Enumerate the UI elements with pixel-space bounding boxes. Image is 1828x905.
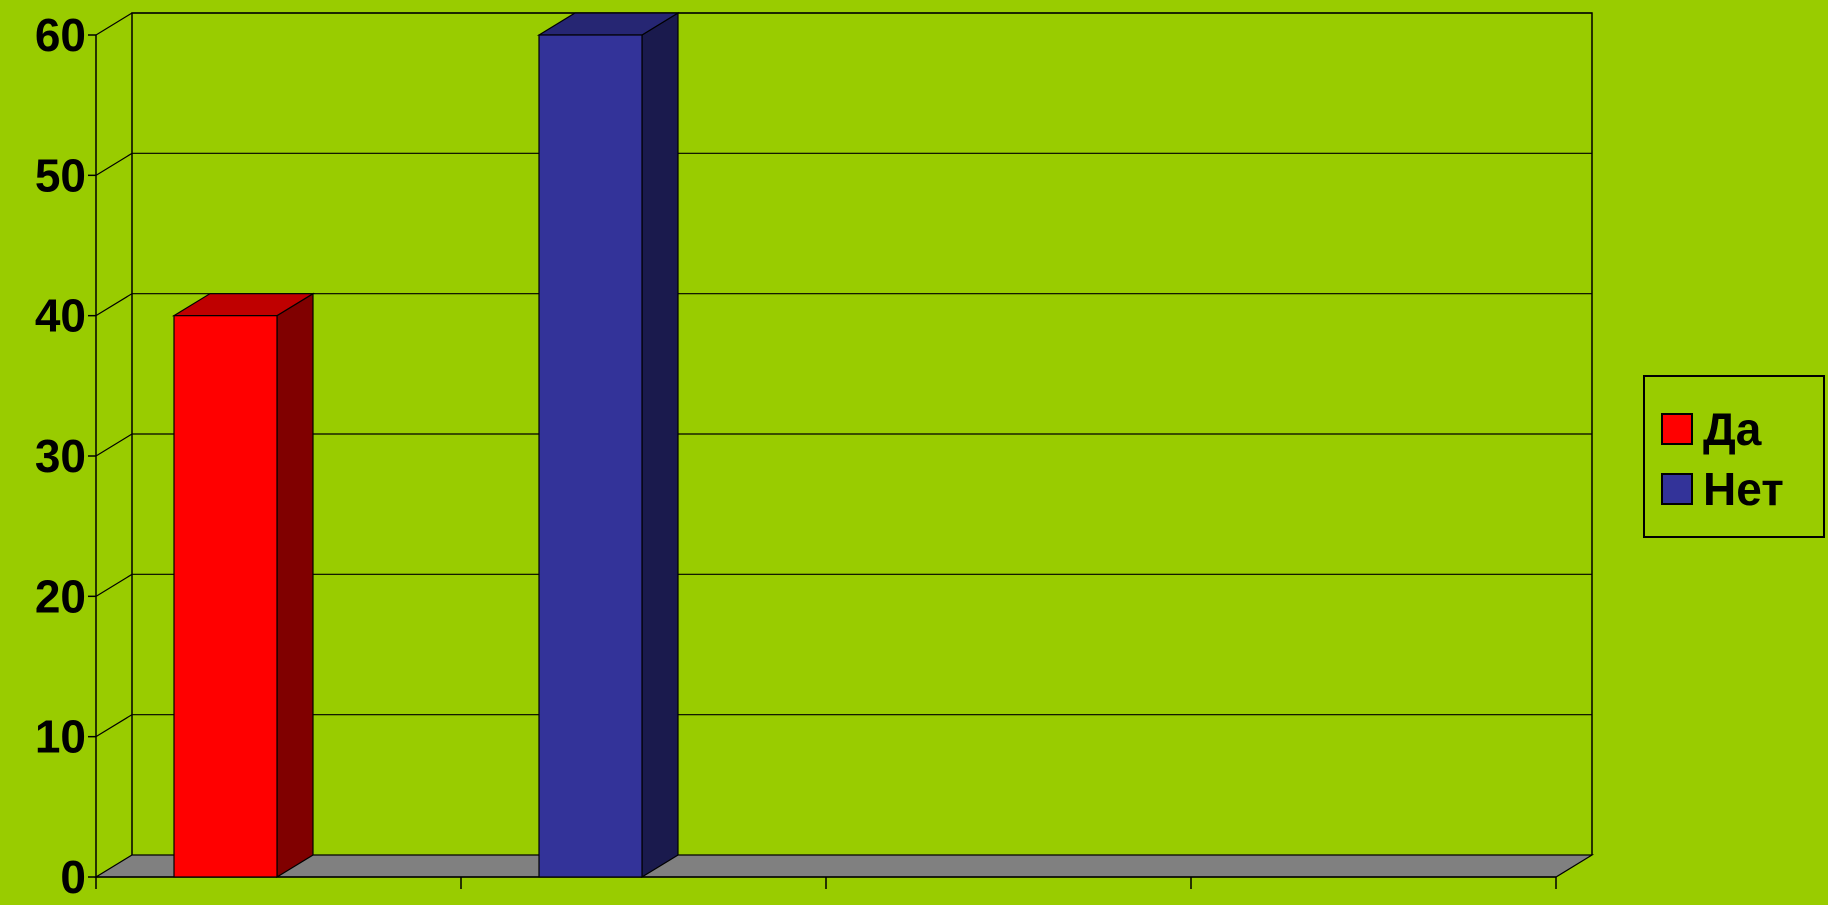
gridline [95,12,1592,36]
chart-floor [93,854,1595,878]
plot-walls [95,12,1593,878]
axes [88,34,1557,889]
gridline [95,433,1592,457]
bar-side [276,292,314,879]
bar-net [536,11,681,879]
y-tick-label: 0 [60,851,86,903]
gridline [95,152,1592,176]
bars [171,11,681,879]
y-tick-label: 30 [35,430,86,482]
y-tick-labels: 0 10 20 30 40 50 60 [35,9,86,903]
y-tick-label: 10 [35,711,86,763]
bar-side [641,11,679,879]
y-tick-label: 40 [35,290,86,342]
legend-item-net: Нет [1661,461,1784,517]
bar-front [538,34,643,878]
legend-label-da: Да [1703,403,1762,455]
bar-front [173,315,278,878]
gridlines [95,12,1592,738]
legend-item-da: Да [1661,401,1761,457]
gridline [95,573,1592,597]
gridline [95,714,1592,738]
legend-swatch-net [1661,473,1693,505]
y-tick-label: 60 [35,9,86,61]
legend-swatch-da [1661,413,1693,445]
floor [93,854,1595,878]
y-tick-label: 20 [35,570,86,622]
y-tick-label: 50 [35,149,86,201]
bar-da [171,292,316,879]
gridline [95,293,1592,317]
legend: Да Нет [1643,375,1825,538]
legend-label-net: Нет [1703,463,1784,515]
